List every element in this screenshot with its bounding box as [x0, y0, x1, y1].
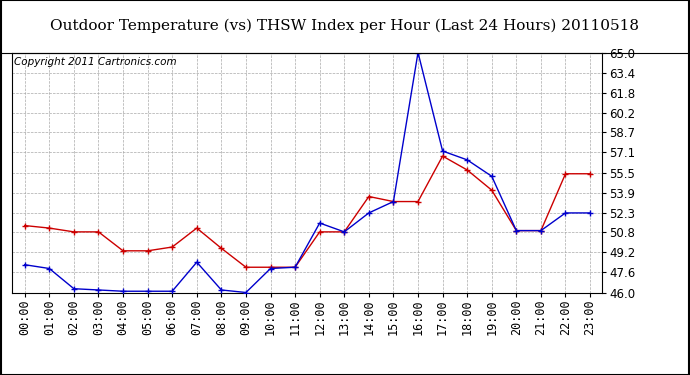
Text: Copyright 2011 Cartronics.com: Copyright 2011 Cartronics.com	[14, 57, 176, 67]
Text: Outdoor Temperature (vs) THSW Index per Hour (Last 24 Hours) 20110518: Outdoor Temperature (vs) THSW Index per …	[50, 19, 640, 33]
